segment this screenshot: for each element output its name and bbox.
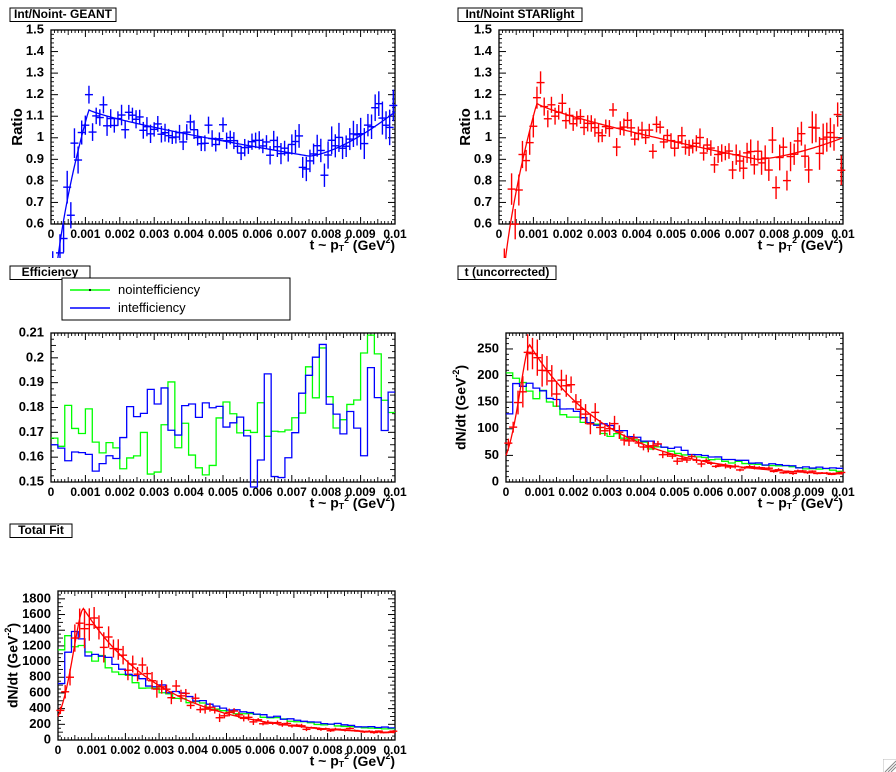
svg-text:1400: 1400 (22, 622, 51, 637)
svg-text:intefficiency: intefficiency (118, 300, 186, 315)
svg-text:0.005: 0.005 (659, 485, 689, 499)
svg-text:150: 150 (477, 394, 499, 409)
svg-text:0.002: 0.002 (553, 227, 583, 241)
svg-text:Efficiency: Efficiency (22, 265, 79, 279)
svg-text:0.007: 0.007 (277, 485, 307, 499)
svg-text:0: 0 (492, 473, 499, 488)
svg-text:1600: 1600 (22, 606, 51, 621)
svg-text:0.9: 0.9 (474, 151, 492, 166)
svg-text:0.001: 0.001 (70, 485, 100, 499)
svg-text:0.006: 0.006 (242, 485, 272, 499)
svg-text:1800: 1800 (22, 590, 51, 605)
svg-text:t (uncorrected): t (uncorrected) (465, 265, 550, 279)
svg-text:1: 1 (37, 129, 44, 144)
svg-text:1.4: 1.4 (474, 43, 493, 58)
svg-text:0.006: 0.006 (242, 227, 272, 241)
svg-text:0.003: 0.003 (587, 227, 617, 241)
svg-text:t ~ pT2 (GeV2): t ~ pT2 (GeV2) (310, 235, 395, 253)
svg-text:1.3: 1.3 (26, 65, 44, 80)
svg-text:0: 0 (503, 485, 510, 499)
svg-text:0.001: 0.001 (518, 227, 548, 241)
svg-text:100: 100 (477, 420, 499, 435)
svg-text:1: 1 (485, 129, 492, 144)
svg-text:1.3: 1.3 (474, 65, 492, 80)
svg-text:0.003: 0.003 (139, 227, 169, 241)
svg-text:50: 50 (485, 447, 499, 462)
svg-text:dN/dt (GeV-2): dN/dt (GeV-2) (451, 365, 468, 450)
svg-text:0.19: 0.19 (19, 374, 44, 389)
svg-text:0.001: 0.001 (525, 485, 555, 499)
svg-text:1.1: 1.1 (474, 108, 492, 123)
svg-text:0.007: 0.007 (727, 485, 757, 499)
svg-text:0.8: 0.8 (474, 172, 492, 187)
svg-text:800: 800 (29, 669, 51, 684)
svg-text:0.005: 0.005 (208, 227, 238, 241)
svg-text:0.6: 0.6 (474, 215, 492, 230)
svg-text:0.8: 0.8 (26, 172, 44, 187)
svg-text:0.002: 0.002 (558, 485, 588, 499)
svg-text:0.2: 0.2 (26, 349, 44, 364)
svg-text:0.16: 0.16 (19, 449, 44, 464)
svg-text:0.002: 0.002 (110, 743, 140, 757)
svg-text:0.007: 0.007 (279, 743, 309, 757)
svg-text:0: 0 (44, 731, 51, 746)
svg-text:Ratio: Ratio (457, 108, 474, 146)
svg-text:0.003: 0.003 (592, 485, 622, 499)
svg-text:0.003: 0.003 (144, 743, 174, 757)
svg-text:0.004: 0.004 (178, 743, 208, 757)
svg-text:0.18: 0.18 (19, 399, 44, 414)
svg-text:Ratio: Ratio (9, 108, 26, 146)
svg-text:0.007: 0.007 (277, 227, 307, 241)
svg-text:250: 250 (477, 340, 499, 355)
svg-text:1.4: 1.4 (26, 43, 45, 58)
svg-text:1.2: 1.2 (474, 86, 492, 101)
svg-text:0.006: 0.006 (693, 485, 723, 499)
svg-text:Int/Noint- GEANT: Int/Noint- GEANT (14, 7, 113, 21)
svg-text:1.2: 1.2 (26, 86, 44, 101)
svg-text:0.005: 0.005 (208, 485, 238, 499)
svg-text:0: 0 (55, 743, 62, 757)
svg-text:0.004: 0.004 (622, 227, 652, 241)
svg-text:0.006: 0.006 (245, 743, 275, 757)
svg-text:200: 200 (29, 716, 51, 731)
svg-text:0.7: 0.7 (26, 194, 44, 209)
svg-text:600: 600 (29, 684, 51, 699)
svg-text:0: 0 (48, 485, 55, 499)
svg-text:0.17: 0.17 (19, 424, 44, 439)
svg-text:1.5: 1.5 (474, 21, 492, 36)
svg-text:0.7: 0.7 (474, 194, 492, 209)
svg-text:t ~ pT2 (GeV2): t ~ pT2 (GeV2) (310, 751, 395, 769)
svg-text:0.15: 0.15 (19, 473, 44, 488)
svg-text:nointefficiency: nointefficiency (118, 282, 201, 297)
svg-text:1200: 1200 (22, 637, 51, 652)
svg-text:1.5: 1.5 (26, 21, 44, 36)
svg-text:Int/Noint STARlight: Int/Noint STARlight (465, 7, 574, 21)
svg-text:0.6: 0.6 (26, 215, 44, 230)
svg-text:0: 0 (48, 227, 55, 241)
svg-text:0.001: 0.001 (70, 227, 100, 241)
svg-text:0.002: 0.002 (105, 485, 135, 499)
svg-text:1.1: 1.1 (26, 108, 44, 123)
svg-text:0.006: 0.006 (690, 227, 720, 241)
svg-text:0.003: 0.003 (139, 485, 169, 499)
svg-text:0: 0 (496, 227, 503, 241)
svg-text:0.002: 0.002 (105, 227, 135, 241)
svg-text:0.005: 0.005 (656, 227, 686, 241)
svg-text:0.004: 0.004 (174, 227, 204, 241)
svg-text:0.21: 0.21 (19, 324, 44, 339)
svg-text:t ~ pT2 (GeV2): t ~ pT2 (GeV2) (758, 235, 843, 253)
svg-text:t ~ pT2 (GeV2): t ~ pT2 (GeV2) (310, 493, 395, 511)
svg-text:Total Fit: Total Fit (18, 523, 64, 537)
svg-text:t ~ pT2 (GeV2): t ~ pT2 (GeV2) (758, 493, 843, 511)
svg-text:0.004: 0.004 (626, 485, 656, 499)
svg-text:0.005: 0.005 (211, 743, 241, 757)
svg-text:1000: 1000 (22, 653, 51, 668)
svg-text:400: 400 (29, 700, 51, 715)
svg-text:0.007: 0.007 (725, 227, 755, 241)
svg-text:dN/dt (GeV-2): dN/dt (GeV-2) (3, 623, 20, 708)
svg-text:0.001: 0.001 (77, 743, 107, 757)
svg-text:0.9: 0.9 (26, 151, 44, 166)
svg-text:0.004: 0.004 (174, 485, 204, 499)
svg-text:200: 200 (477, 367, 499, 382)
